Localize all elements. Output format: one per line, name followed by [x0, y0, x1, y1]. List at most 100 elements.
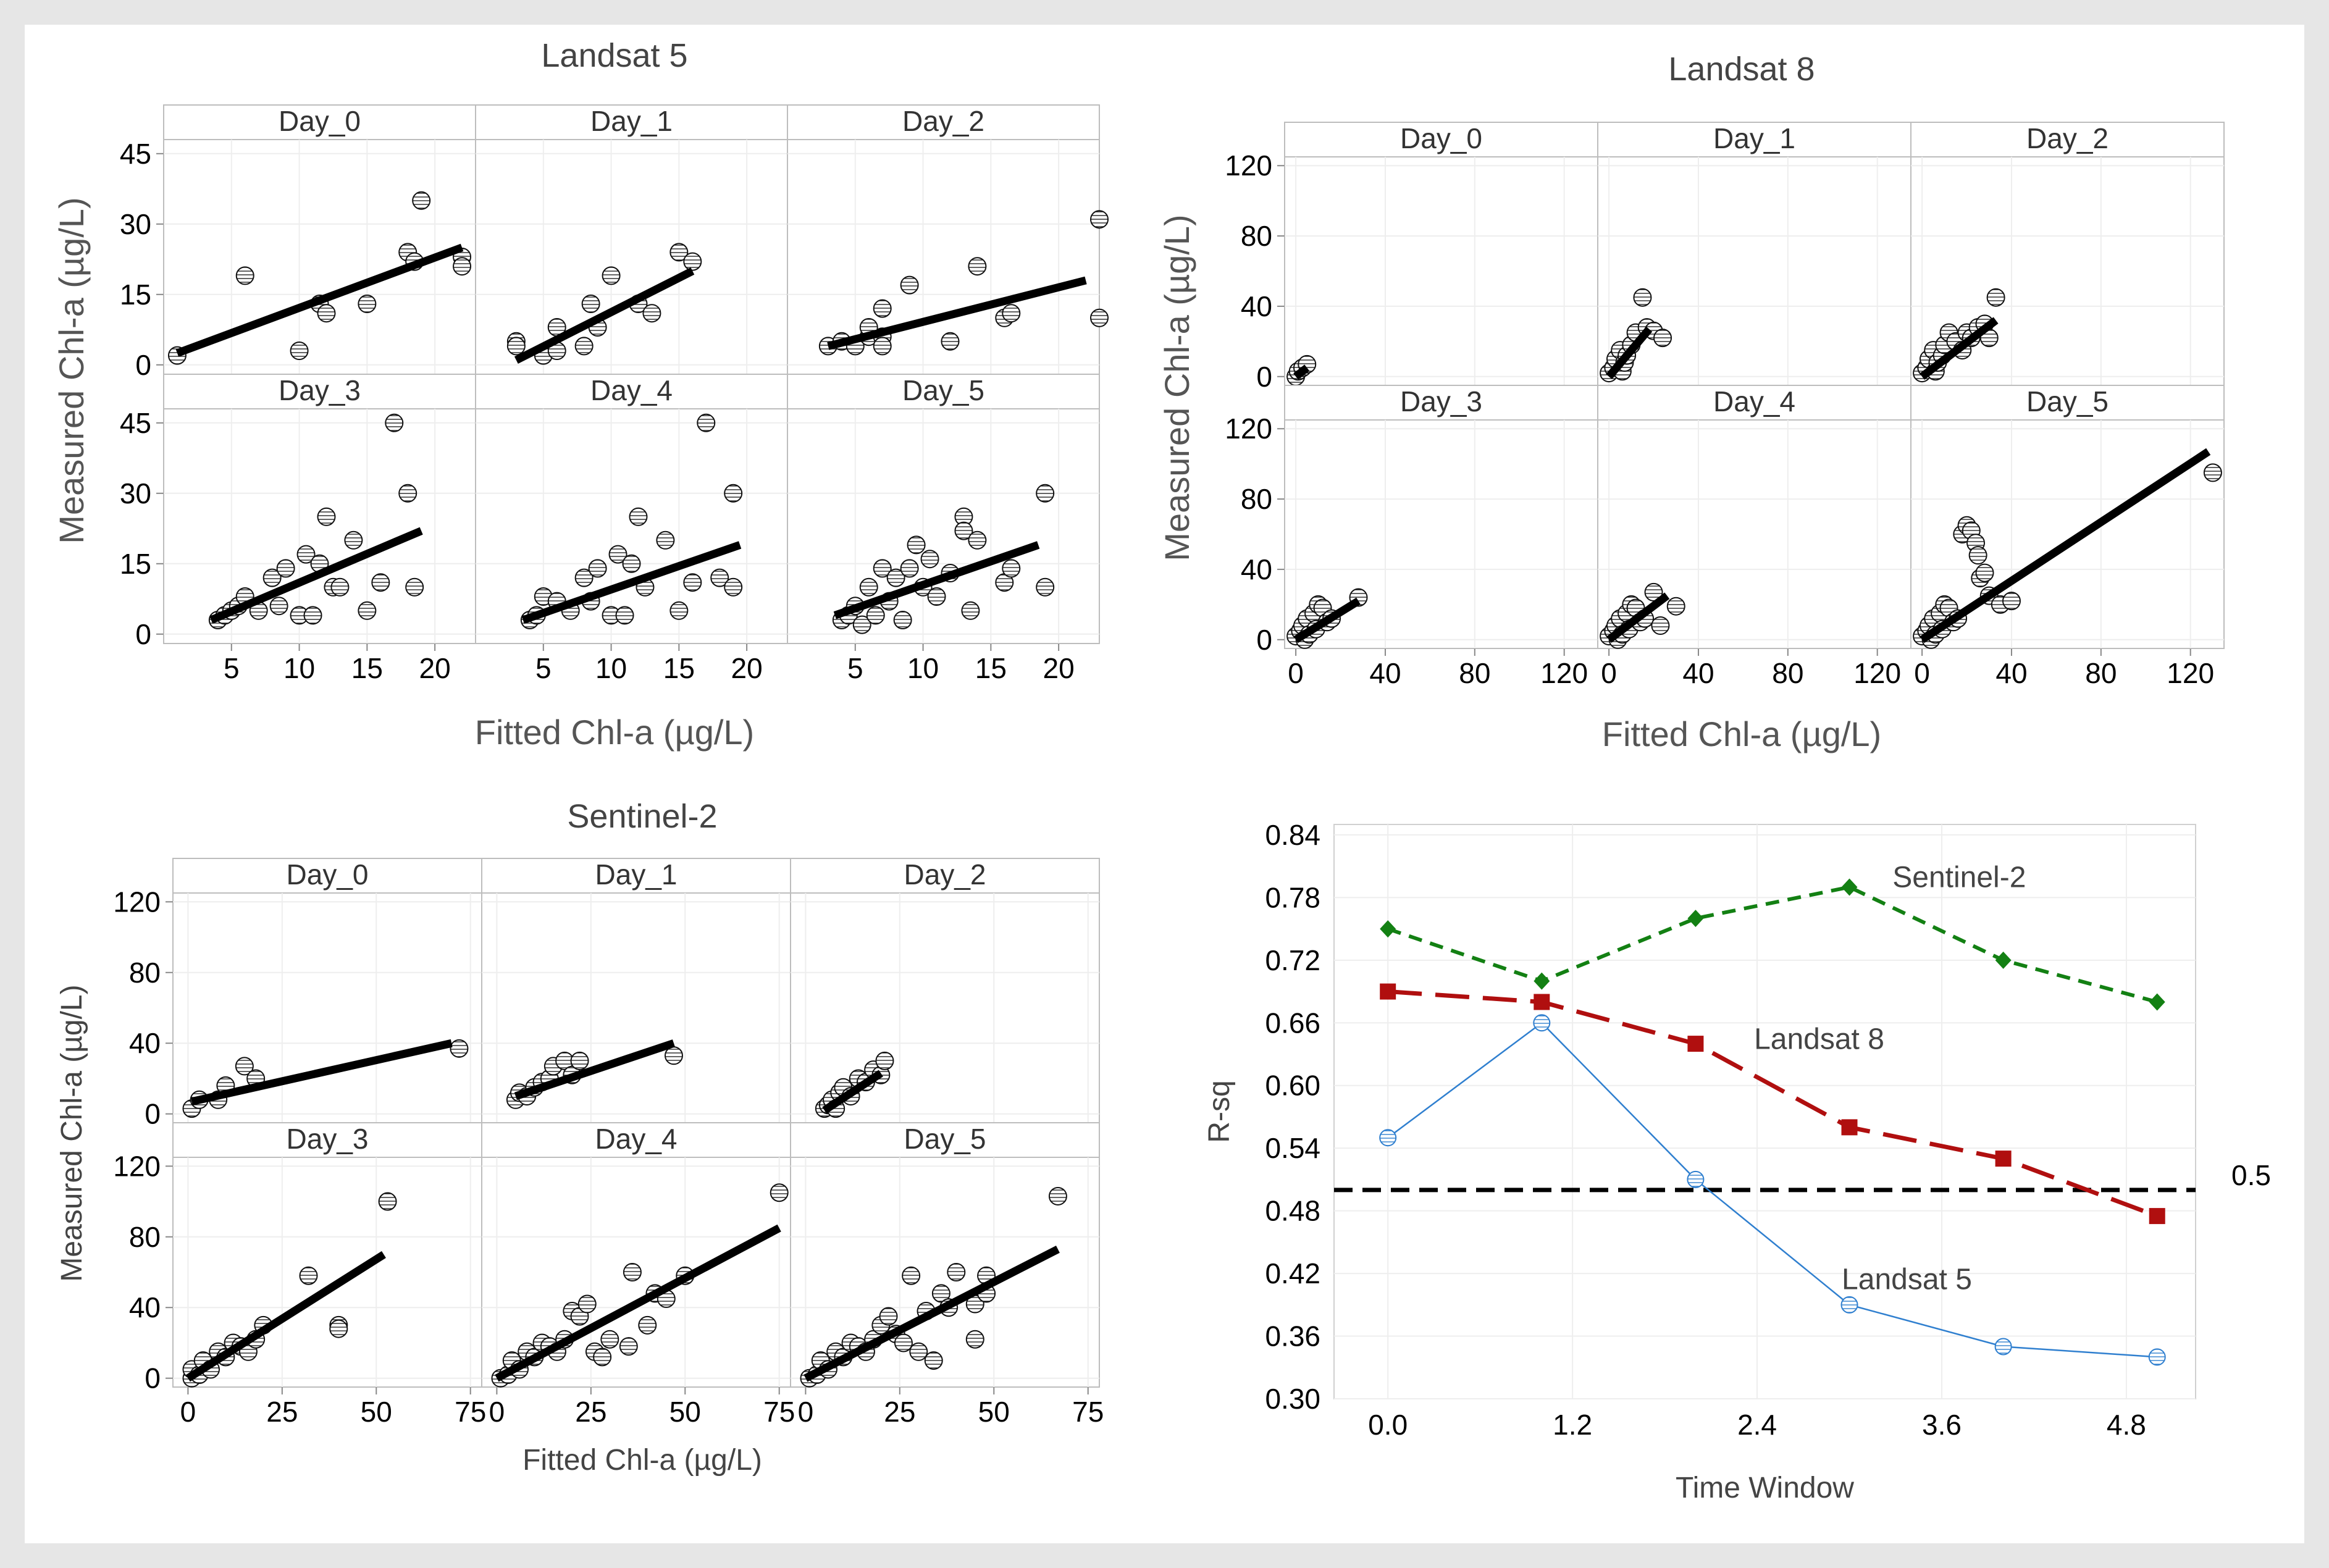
facet-panel-Day_2: Day_2 — [1910, 122, 2225, 386]
y-axis-label: R-sq — [1203, 1080, 1236, 1142]
facet-strip — [172, 858, 482, 894]
data-point — [1090, 210, 1109, 229]
data-point — [317, 304, 336, 323]
data-point — [697, 413, 716, 432]
data-point — [879, 1307, 898, 1326]
facet-strip-label: Day_4 — [590, 374, 673, 406]
scatter-figure-2: Sentinel-2 Day_0 0 40 80 120 Day_1 Day_2 Day_3 0 4… — [56, 798, 1104, 1477]
facet-plot-area — [1284, 156, 1598, 386]
data-point — [262, 568, 282, 587]
x-tick-label: 120 — [1853, 657, 1901, 689]
data-point — [453, 257, 472, 276]
x-axis-label: Fitted Chl-a (µg/L) — [522, 1444, 762, 1477]
facet-panel-Day_4: Day_4 0 25 50 75 — [481, 1122, 795, 1428]
data-point — [873, 299, 892, 318]
data-point — [1653, 329, 1672, 348]
facet-plot-area — [475, 408, 788, 644]
data-point — [2002, 592, 2021, 611]
data-point — [947, 1263, 966, 1281]
data-point — [886, 568, 905, 587]
facet-strip-label: Day_2 — [902, 105, 984, 137]
y-tick-label: 0 — [145, 1362, 161, 1394]
data-point-marker — [1534, 972, 1550, 990]
data-point — [405, 577, 424, 597]
x-tick-label: 10 — [283, 652, 315, 684]
data-point — [629, 507, 648, 526]
data-point — [859, 577, 878, 597]
data-point — [724, 577, 743, 597]
y-tick-label: 30 — [120, 477, 151, 509]
data-point — [358, 295, 377, 313]
y-tick-label: 0 — [1256, 624, 1272, 656]
y-tick-label: 0.78 — [1265, 881, 1320, 913]
facet-strip-label: Day_5 — [902, 374, 984, 406]
data-point — [909, 1342, 928, 1361]
data-point — [900, 275, 919, 295]
fit-line — [175, 243, 464, 357]
facet-panel-Day_3: Day_3 0 40 80 120 0 25 50 75 — [113, 1122, 486, 1428]
data-point — [1986, 288, 2005, 307]
facet-panel-Day_5: Day_5 0 25 50 75 — [790, 1122, 1104, 1428]
data-point-marker — [1840, 1296, 1858, 1314]
data-point — [669, 601, 689, 620]
series-1: Landsat 8 — [1380, 983, 2165, 1225]
x-tick-label: 50 — [669, 1396, 701, 1428]
data-point — [450, 1039, 469, 1058]
series-0: Sentinel-2 — [1380, 861, 2165, 1011]
data-point — [317, 507, 336, 526]
data-point-marker — [1994, 1338, 2012, 1356]
data-point — [907, 535, 926, 555]
scatter-figure-1: Landsat 8 Day_0 0 40 80 120 Day_1 Day_2 Day_3 0 40… — [1157, 51, 2225, 753]
fit-line — [185, 1251, 386, 1382]
y-tick-label: 120 — [1225, 149, 1272, 182]
facet-strip — [475, 104, 788, 140]
facet-panel-Day_5: Day_5 5 10 15 20 — [787, 374, 1100, 684]
facet-plot-area — [475, 139, 788, 375]
facet-plot-area — [163, 408, 476, 644]
facet-panel-Day_0: Day_0 0 15 30 45 — [120, 104, 476, 381]
y-tick-label: 40 — [1241, 290, 1272, 322]
data-point — [570, 1051, 589, 1070]
y-tick-label: 120 — [113, 1150, 161, 1182]
data-point — [965, 1330, 984, 1349]
y-tick-label: 0.60 — [1265, 1070, 1320, 1102]
y-tick-label: 0.36 — [1265, 1320, 1320, 1352]
data-point — [330, 577, 350, 597]
x-tick-label: 25 — [266, 1396, 298, 1428]
rsq-line-chart: 0.30 0.36 0.42 0.48 0.54 0.60 0.66 0.72 0.78 0.84… — [1203, 819, 2271, 1504]
data-point — [954, 521, 973, 540]
data-point — [385, 413, 404, 432]
data-point — [235, 266, 254, 285]
data-point — [669, 243, 689, 262]
data-point — [931, 1284, 950, 1303]
x-axis-label: Fitted Chl-a (µg/L) — [475, 713, 754, 752]
facet-strip-label: Day_1 — [595, 858, 678, 891]
facet-panel-Day_3: Day_3 0 40 80 120 0 40 80 120 — [1225, 385, 1598, 689]
y-tick-label: 80 — [1241, 220, 1272, 252]
data-point-marker — [1687, 910, 1704, 928]
data-point-marker — [1533, 1014, 1551, 1032]
y-tick-label: 45 — [120, 407, 151, 439]
data-point — [656, 530, 675, 550]
data-point — [290, 342, 309, 360]
x-tick-label: 3.6 — [1922, 1409, 1962, 1441]
y-tick-label: 0.84 — [1265, 819, 1320, 851]
data-point — [296, 545, 316, 564]
plot-area — [1333, 824, 2196, 1399]
facet-plot-area — [1597, 156, 1911, 386]
y-axis-label: Measured Chl-a (µg/L) — [52, 197, 91, 543]
data-point-marker — [1841, 1119, 1858, 1136]
x-tick-label: 0 — [798, 1396, 814, 1428]
data-point — [602, 266, 621, 285]
series-label: Sentinel-2 — [1892, 861, 2026, 894]
x-tick-label: 4.8 — [2107, 1409, 2146, 1441]
data-point — [638, 1315, 657, 1335]
facet-strip-label: Day_3 — [279, 374, 361, 406]
x-tick-label: 1.2 — [1553, 1409, 1592, 1441]
data-point — [924, 1351, 943, 1370]
chart-title: Landsat 8 — [1668, 51, 1815, 88]
fit-line — [191, 1039, 453, 1106]
y-tick-label: 0.30 — [1265, 1383, 1320, 1415]
data-point — [619, 1337, 638, 1356]
data-point — [1036, 484, 1055, 503]
